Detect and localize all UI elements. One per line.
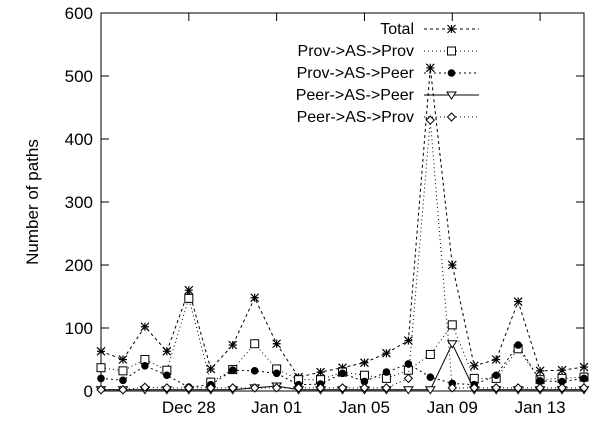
legend-entry-label: Total xyxy=(380,21,414,38)
series-point xyxy=(163,371,171,380)
legend-entry-marker xyxy=(446,112,457,122)
series-point xyxy=(206,364,216,374)
series-point xyxy=(228,340,238,350)
series-point xyxy=(228,383,238,393)
series-point xyxy=(579,383,589,393)
series-line xyxy=(101,120,584,391)
series-point xyxy=(338,369,347,378)
series-point xyxy=(140,322,150,332)
y-tick-label: 300 xyxy=(65,193,93,212)
series-point xyxy=(96,346,106,356)
series-point xyxy=(447,320,457,330)
series-point xyxy=(558,377,566,386)
series-point xyxy=(249,383,260,393)
series-point xyxy=(557,383,567,393)
y-tick-label: 500 xyxy=(65,67,93,86)
series-point xyxy=(119,376,127,385)
series-point xyxy=(403,373,414,384)
legend-entry-marker xyxy=(446,91,457,100)
series-point xyxy=(446,340,458,349)
series-point xyxy=(469,383,479,393)
series-point xyxy=(162,383,172,393)
series-point xyxy=(425,115,436,125)
series-point xyxy=(140,382,150,392)
series-point xyxy=(447,383,457,393)
series-point xyxy=(491,355,501,364)
series-point xyxy=(141,362,149,370)
series-point xyxy=(513,383,523,393)
series-point xyxy=(359,383,370,393)
series-point xyxy=(118,355,128,364)
series-point xyxy=(381,348,391,358)
series-point xyxy=(360,377,369,386)
series-point xyxy=(403,336,413,346)
legend-entry-label: Prov->AS->Peer xyxy=(297,65,415,82)
y-axis-ticks: 0 100 200 300 400 500 600 xyxy=(65,4,584,401)
x-tick-label: Dec 28 xyxy=(162,398,216,417)
series-point xyxy=(315,383,326,393)
series-point xyxy=(469,361,479,371)
legend-entry-label: Peer->AS->Peer xyxy=(296,87,415,104)
series-point xyxy=(96,385,106,395)
series-point xyxy=(250,339,260,349)
x-tick-label: Jan 09 xyxy=(427,398,478,417)
series-point xyxy=(162,346,172,356)
series-point xyxy=(228,366,237,375)
series-point xyxy=(514,341,522,349)
series-point xyxy=(271,383,282,393)
series-point xyxy=(536,377,544,385)
series-point xyxy=(425,63,435,73)
y-tick-label: 100 xyxy=(65,319,93,338)
series-point xyxy=(579,362,589,372)
y-tick-label: 400 xyxy=(65,130,93,149)
y-axis-label: Number of paths xyxy=(23,139,42,265)
series-point xyxy=(206,383,216,393)
series-point xyxy=(360,358,369,368)
series-point xyxy=(250,293,260,303)
series-point xyxy=(491,383,501,393)
series-point xyxy=(424,386,436,395)
series-point xyxy=(580,374,588,383)
series-point xyxy=(382,368,391,376)
series-point xyxy=(293,383,304,393)
legend-entry-marker xyxy=(447,46,456,56)
x-tick-label: Jan 01 xyxy=(251,398,302,417)
y-tick-label: 600 xyxy=(65,4,93,23)
series-point xyxy=(118,385,128,395)
legend-entry-marker xyxy=(447,69,456,77)
series-point xyxy=(381,383,392,393)
legend-entry-label: Prov->AS->Prov xyxy=(298,43,414,60)
series-point xyxy=(426,373,435,381)
series-point xyxy=(337,383,348,393)
series-point xyxy=(97,374,105,383)
series-point xyxy=(425,349,435,359)
series-point xyxy=(404,360,413,368)
series-point xyxy=(557,365,567,375)
x-tick-label: Jan 13 xyxy=(515,398,566,417)
series-point xyxy=(184,383,194,393)
x-tick-label: Jan 05 xyxy=(339,398,390,417)
legend-entry-marker xyxy=(447,24,456,34)
series-point xyxy=(513,297,523,306)
series-point xyxy=(447,260,457,270)
series-point xyxy=(402,386,414,395)
series-point xyxy=(250,367,259,375)
series-4 xyxy=(96,115,589,395)
series-point xyxy=(272,369,281,378)
series-point xyxy=(492,371,500,380)
y-tick-label: 0 xyxy=(84,382,93,401)
series-point xyxy=(272,339,282,349)
y-tick-label: 200 xyxy=(65,256,93,275)
series-layer xyxy=(95,63,590,395)
series-point xyxy=(184,293,194,303)
series-point xyxy=(316,367,325,377)
series-point xyxy=(535,383,545,393)
series-point xyxy=(96,363,106,373)
legend: Total Prov->AS->Prov Prov->AS->Peer Peer->A… xyxy=(296,21,479,126)
legend-entry-label: Peer->AS->Prov xyxy=(297,109,414,126)
series-point xyxy=(184,285,194,295)
series-point xyxy=(535,366,545,376)
series-point xyxy=(118,366,128,376)
